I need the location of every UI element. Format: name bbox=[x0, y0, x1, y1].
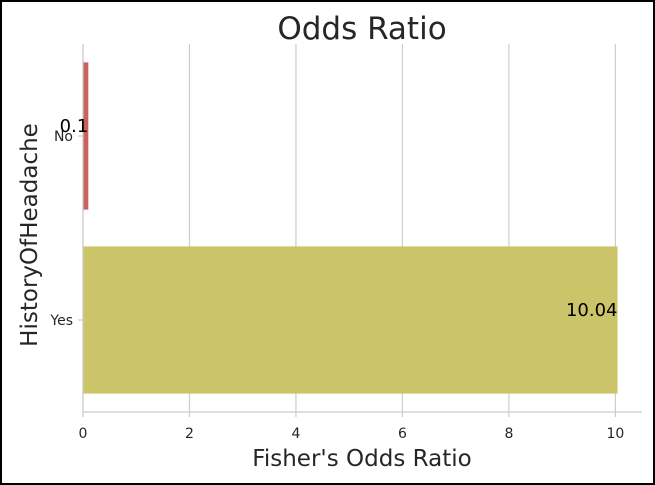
x-tick-label-2: 4 bbox=[291, 426, 300, 442]
chart-title: Odds Ratio bbox=[277, 11, 446, 47]
x-tick-label-0: 0 bbox=[79, 426, 88, 442]
data-label-no: 0.1 bbox=[60, 116, 89, 137]
y-tick-labels: No Yes bbox=[49, 129, 83, 329]
x-axis-title: Fisher's Odds Ratio bbox=[252, 446, 471, 472]
x-tick-label-1: 2 bbox=[185, 426, 194, 442]
data-label-yes: 10.04 bbox=[566, 300, 618, 321]
x-tick-label-3: 6 bbox=[398, 426, 407, 442]
y-tick-label-yes: Yes bbox=[49, 313, 73, 329]
y-axis-title: HistoryOfHeadache bbox=[17, 123, 43, 347]
y-tick-label-no: No bbox=[54, 129, 73, 145]
x-tick-labels: 0 2 4 6 8 10 bbox=[79, 412, 624, 442]
bar-no bbox=[83, 62, 89, 210]
x-tick-label-4: 8 bbox=[504, 426, 513, 442]
axes bbox=[82, 44, 642, 413]
data-labels: 0.1 10.04 bbox=[60, 116, 618, 321]
bar-yes bbox=[83, 246, 618, 394]
bars bbox=[83, 62, 618, 394]
x-tick-label-5: 10 bbox=[606, 426, 624, 442]
